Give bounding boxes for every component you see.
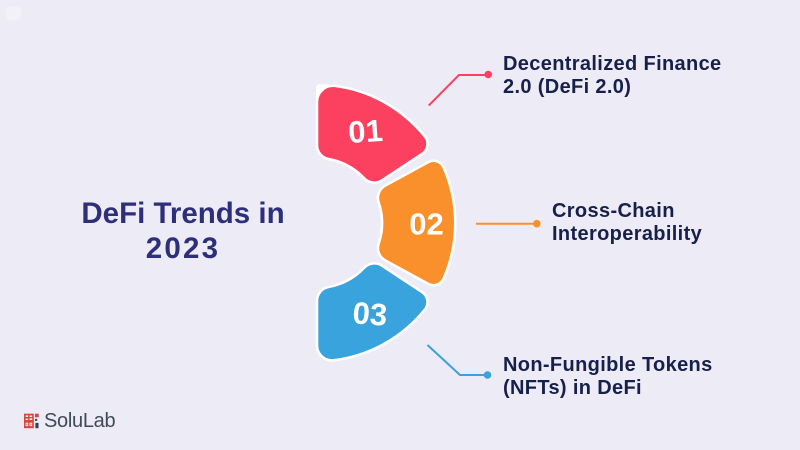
svg-text:01: 01: [347, 113, 384, 150]
svg-text:03: 03: [352, 295, 389, 332]
svg-text:02: 02: [409, 207, 443, 242]
